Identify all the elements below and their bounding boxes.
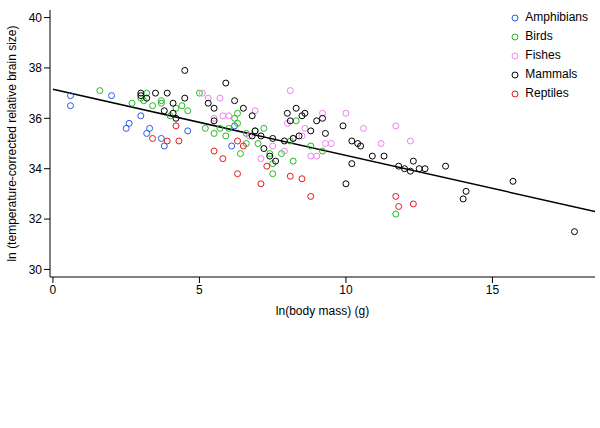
svg-text:38: 38: [29, 61, 43, 75]
html-text:Reptiles: Reptiles: [525, 86, 569, 100]
html-text:Fishes: Fishes: [525, 48, 561, 62]
svg-text:30: 30: [29, 263, 43, 277]
svg-text:15: 15: [486, 283, 500, 297]
html-text:Birds: Birds: [525, 29, 553, 43]
svg-text:ln (temperature-corrected rela: ln (temperature-corrected relative brain…: [8, 25, 19, 261]
html-text:Amphibians: Amphibians: [525, 10, 588, 24]
svg-text:34: 34: [29, 162, 43, 176]
svg-text:0: 0: [50, 283, 57, 297]
svg-text:ln(body mass) (g): ln(body mass) (g): [276, 304, 369, 318]
html-text:Mammals: Mammals: [525, 67, 578, 81]
svg-text:36: 36: [29, 112, 43, 126]
svg-text:5: 5: [196, 283, 203, 297]
svg-text:40: 40: [29, 11, 43, 25]
svg-text:32: 32: [29, 212, 43, 226]
svg-text:10: 10: [339, 283, 353, 297]
